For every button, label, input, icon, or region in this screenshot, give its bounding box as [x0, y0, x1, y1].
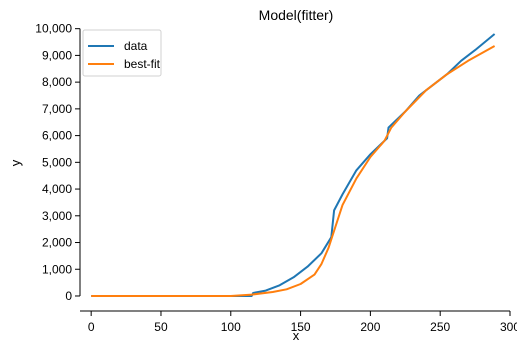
legend: data best-fit: [82, 29, 162, 77]
y-tick-label: 0: [65, 289, 72, 303]
x-tick-label: 0: [88, 320, 95, 334]
legend-label-data: data: [124, 39, 148, 53]
x-tick-label: 300: [500, 320, 517, 334]
x-tick-label: 150: [291, 320, 311, 334]
y-tick-label: 1,000: [42, 262, 72, 276]
x-axis-title: x: [293, 328, 300, 343]
x-tick-label: 250: [430, 320, 450, 334]
series-layer: [91, 33, 496, 297]
legend-label-best-fit: best-fit: [124, 57, 161, 71]
y-tick-label: 10,000: [35, 22, 72, 36]
y-tick-label: 6,000: [42, 129, 72, 143]
series-line-best-fit: [91, 45, 496, 297]
y-tick-label: 2,000: [42, 236, 72, 250]
y-tick-label: 7,000: [42, 102, 72, 116]
x-ticks: 0 50 100 150 200 250 300: [88, 311, 517, 334]
y-ticks: 0 1,000 2,000 3,000 4,000 5,000 6,000 7,000 8,00…: [35, 22, 80, 303]
y-tick-label: 8,000: [42, 75, 72, 89]
y-tick-label: 9,000: [42, 48, 72, 62]
y-tick-label: 5,000: [42, 155, 72, 169]
x-tick-label: 100: [221, 320, 241, 334]
y-tick-label: 3,000: [42, 209, 72, 223]
y-tick-label: 4,000: [42, 182, 72, 196]
x-tick-label: 200: [360, 320, 380, 334]
y-axis-title: y: [8, 159, 23, 166]
chart-title: Model(fitter): [259, 7, 334, 23]
x-tick-label: 50: [154, 320, 168, 334]
